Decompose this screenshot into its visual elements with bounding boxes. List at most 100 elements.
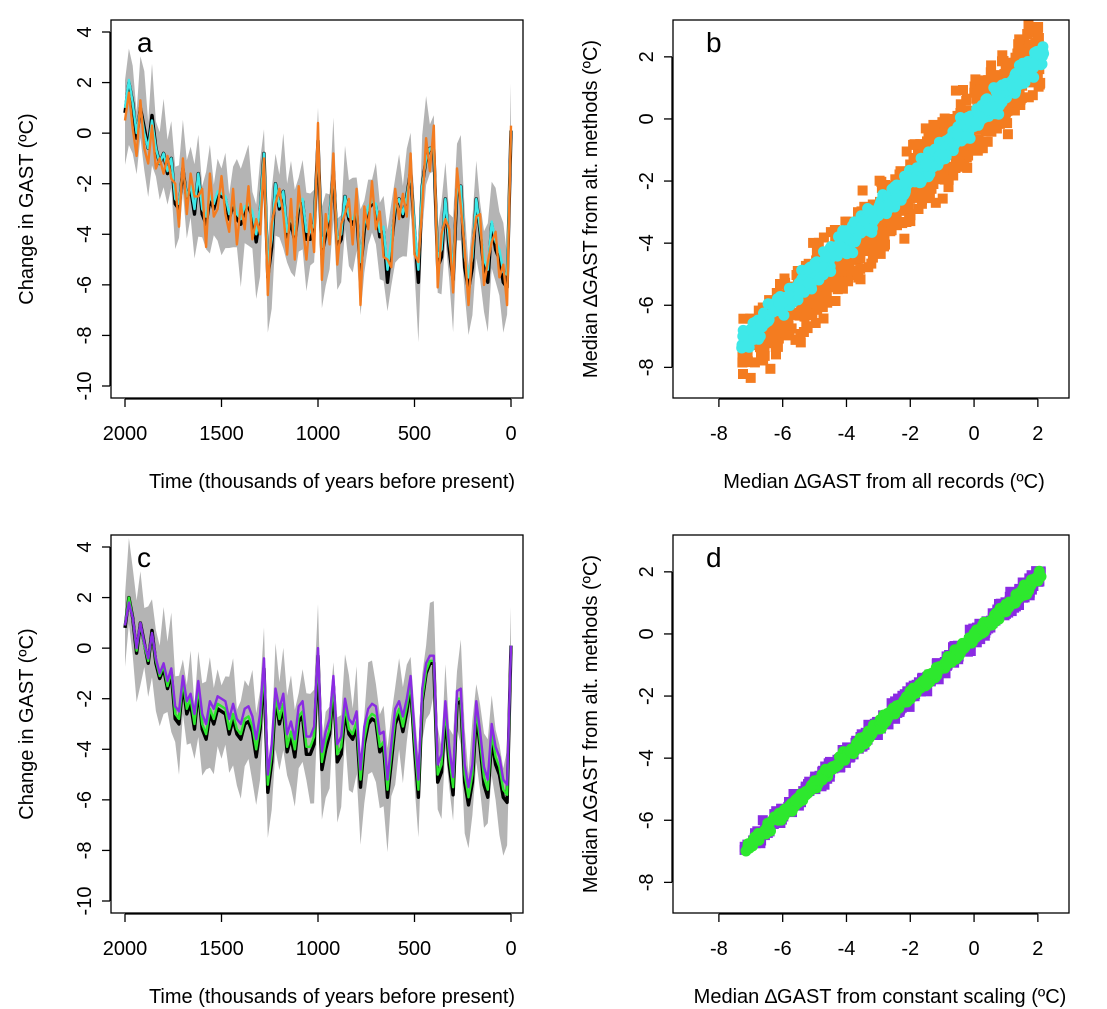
panel-d-point bbox=[968, 630, 980, 642]
panel-b-point bbox=[937, 117, 948, 128]
panel-b-point bbox=[813, 237, 824, 248]
panel-d-point bbox=[1033, 565, 1045, 577]
panel-b-point bbox=[890, 214, 901, 224]
panel-b-point bbox=[848, 236, 859, 248]
panel-b-point bbox=[1033, 81, 1044, 92]
panel-a-x-tick-label: 2000 bbox=[103, 423, 148, 445]
panel-b-point bbox=[918, 142, 929, 153]
panel-b-point bbox=[765, 363, 776, 374]
panel-d-point bbox=[922, 686, 933, 697]
panel-b-point bbox=[875, 248, 886, 259]
panel-d-series-green bbox=[740, 565, 1047, 857]
panel-b-point bbox=[777, 296, 789, 308]
panel-b-point bbox=[914, 174, 926, 186]
panel-b-point bbox=[1025, 41, 1036, 52]
panel-b-point bbox=[905, 210, 916, 221]
panel-b-point bbox=[837, 283, 848, 294]
panel-b-point bbox=[950, 85, 961, 96]
panel-c-x-tick-label: 0 bbox=[505, 938, 516, 960]
panel-b-point bbox=[792, 294, 804, 306]
panel-b-point bbox=[901, 171, 913, 183]
panel-b-point bbox=[753, 333, 764, 345]
panel-b-point bbox=[796, 302, 807, 313]
panel-b-point bbox=[958, 85, 968, 95]
panel-d-point bbox=[830, 761, 842, 773]
panel-b-point bbox=[981, 81, 992, 92]
panel-b-point bbox=[941, 161, 951, 172]
panel-b-point bbox=[921, 158, 932, 170]
panel-b-point bbox=[872, 227, 883, 238]
panel-b-point bbox=[909, 139, 920, 150]
panel-c-x-tick-label: 2000 bbox=[103, 938, 148, 960]
panel-b-point bbox=[855, 274, 866, 285]
panel-b-point bbox=[777, 322, 788, 333]
panel-d-point bbox=[919, 677, 931, 689]
panel-d-point bbox=[862, 729, 874, 741]
panel-b-point bbox=[749, 339, 760, 350]
panel-c-frame bbox=[110, 534, 524, 914]
panel-b-point bbox=[920, 123, 931, 134]
panel-b-point bbox=[756, 350, 766, 360]
panel-b-point bbox=[738, 313, 749, 324]
panel-b-point bbox=[988, 71, 999, 82]
panel-d-x-tick-label: -4 bbox=[838, 938, 856, 960]
panel-c-ylabel: Change in GAST (ºC) bbox=[16, 628, 38, 819]
panel-b-series-cyan bbox=[736, 41, 1050, 354]
panel-b-point bbox=[970, 74, 981, 85]
panel-b-point bbox=[1002, 118, 1013, 129]
panel-d-axes: -8 -6 -4 -2 0 2 -8 -6 -4 -2 0 2 bbox=[636, 566, 1043, 960]
panel-b-point bbox=[799, 310, 810, 321]
panel-b-point bbox=[1033, 22, 1044, 32]
panel-c-y-tick-label: 0 bbox=[74, 643, 96, 654]
panel-b-point bbox=[889, 183, 900, 194]
panel-b-point bbox=[795, 337, 806, 348]
panel-d-point bbox=[984, 617, 996, 629]
panel-b-point bbox=[886, 225, 897, 236]
panel-b-point bbox=[812, 300, 823, 311]
panel-b-point bbox=[857, 185, 868, 196]
panel-a-x-tick-label: 0 bbox=[505, 423, 516, 445]
panel-d-y-tick-label: 0 bbox=[636, 628, 658, 639]
panel-d-point bbox=[956, 639, 968, 651]
panel-b-point bbox=[742, 357, 753, 368]
panel-c-label: c bbox=[137, 542, 151, 573]
panel-b-point bbox=[1002, 105, 1013, 116]
panel-b-point bbox=[1028, 71, 1040, 83]
panel-b-point bbox=[771, 314, 782, 325]
panel-a-x-tick-label: 1500 bbox=[199, 423, 244, 445]
panel-b-point bbox=[871, 239, 882, 250]
panel-c-plot-area bbox=[123, 538, 513, 856]
panel-b-x-tick-label: -2 bbox=[901, 423, 919, 445]
panel-b-point bbox=[737, 330, 749, 342]
panel-b-point bbox=[986, 77, 997, 88]
panel-b-x-tick-label: -8 bbox=[710, 423, 728, 445]
panel-c-x-tick-label: 1000 bbox=[296, 938, 341, 960]
panel-b-point bbox=[879, 241, 889, 252]
panel-a-y-tick-label: 0 bbox=[74, 128, 96, 139]
panel-b-label: b bbox=[706, 27, 722, 58]
panel-d-plot-area bbox=[739, 565, 1047, 857]
panel-b-point bbox=[818, 232, 829, 243]
panel-b-point bbox=[1033, 33, 1044, 43]
panel-a-y-tick-label: 4 bbox=[74, 26, 96, 37]
panel-d-point bbox=[904, 701, 915, 712]
panel-c-xlabel: Time (thousands of years before present) bbox=[149, 986, 515, 1008]
panel-d-point bbox=[1010, 594, 1022, 606]
panel-d-point bbox=[941, 659, 953, 671]
panel-b-point bbox=[923, 130, 934, 141]
panel-b-point bbox=[1029, 47, 1041, 59]
panel-d-point bbox=[903, 693, 915, 705]
panel-a-axes: 2000 1500 1000 500 0 -10 -8 -6 -4 -2 0 2 4 bbox=[74, 26, 517, 445]
panel-b-point bbox=[761, 338, 772, 349]
panel-b-point bbox=[961, 95, 972, 106]
panel-b-point bbox=[808, 237, 819, 248]
panel-c-y-tick-label: 2 bbox=[74, 592, 96, 603]
panel-b-point bbox=[943, 182, 954, 193]
panel-b-point bbox=[755, 318, 767, 330]
panel-d-x-tick-label: -8 bbox=[710, 938, 728, 960]
panel-d-x-tick-label: 2 bbox=[1032, 938, 1043, 960]
panel-a-frame bbox=[110, 19, 524, 399]
panel-a-x-tick-label: 500 bbox=[398, 423, 431, 445]
panel-d-x-tick-label: -6 bbox=[774, 938, 792, 960]
